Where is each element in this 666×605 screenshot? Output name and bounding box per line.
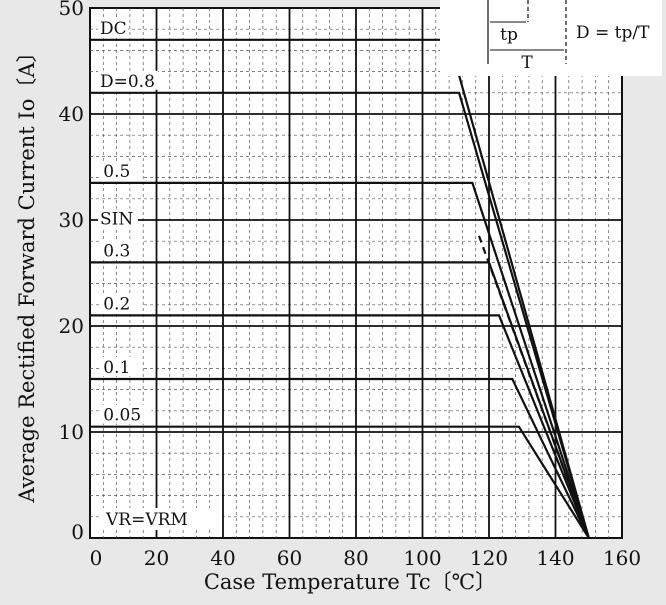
y-tick-label: 40 xyxy=(59,102,84,126)
curve-0-05 xyxy=(90,425,590,539)
inset-box xyxy=(440,0,662,76)
curve-label-0-3: 0.3 xyxy=(103,241,130,261)
curve-labels: DC D=0.8 0.5 SIN 0.3 0.2 0.1 0.05 xyxy=(97,17,158,426)
tick-labels: 0 20 40 60 80 100 120 140 160 0 10 20 30 40 50 xyxy=(59,0,642,570)
x-tick-label: 60 xyxy=(277,546,302,570)
x-tick-label: 100 xyxy=(403,546,441,570)
curve-0-1 xyxy=(90,377,590,539)
curve-d-0-8 xyxy=(90,91,590,539)
condition-label: VR=VRM xyxy=(105,510,188,530)
x-tick-label: 40 xyxy=(210,546,235,570)
x-tick-label: 0 xyxy=(90,546,103,570)
x-tick-label: 160 xyxy=(603,546,641,570)
curve-label-bg xyxy=(97,17,128,37)
curve-label-bg xyxy=(101,404,152,424)
curve-label-bg xyxy=(101,160,142,180)
curve-label-sin: SIN xyxy=(100,210,133,230)
curve-label-bg xyxy=(101,357,142,376)
y-tick-label: 50 xyxy=(59,0,84,20)
curve-label-0-2: 0.2 xyxy=(103,294,130,314)
duty-cycle-inset: tp T D = tp/T xyxy=(440,0,662,76)
curve-label-bg xyxy=(101,240,142,260)
curve-label-0-5: 0.5 xyxy=(103,162,130,182)
x-tick-label: 80 xyxy=(343,546,368,570)
y-axis-title: Average Rectified Forward Current Io〔A〕 xyxy=(15,41,39,503)
inset-t-label: T xyxy=(521,53,533,73)
condition-label-bg xyxy=(100,508,220,530)
curve-0-2 xyxy=(90,314,590,539)
curve-label-d-0-8: D=0.8 xyxy=(100,72,155,92)
curve-label-bg xyxy=(97,208,138,228)
inset-tp-label: tp xyxy=(500,25,518,45)
y-tick-label: 10 xyxy=(59,420,84,444)
curve-label-bg xyxy=(97,70,158,90)
curve-label-0-1: 0.1 xyxy=(103,358,130,378)
y-tick-label: 30 xyxy=(59,208,84,232)
curve-0-5 xyxy=(90,181,590,539)
curve-label-dc: DC xyxy=(100,19,127,39)
x-tick-label: 120 xyxy=(470,546,508,570)
x-tick-label: 140 xyxy=(536,546,574,570)
curve-label-bg xyxy=(101,293,142,313)
x-axis-title: Case Temperature Tc〔℃〕 xyxy=(204,570,496,594)
curve-label-0-05: 0.05 xyxy=(103,406,141,426)
x-tick-label: 20 xyxy=(144,546,169,570)
y-tick-label: 20 xyxy=(59,314,84,338)
curve-0-3 xyxy=(90,261,590,539)
y-tick-label: 0 xyxy=(71,520,84,544)
grid xyxy=(89,7,623,539)
inset-formula: D = tp/T xyxy=(576,23,650,43)
